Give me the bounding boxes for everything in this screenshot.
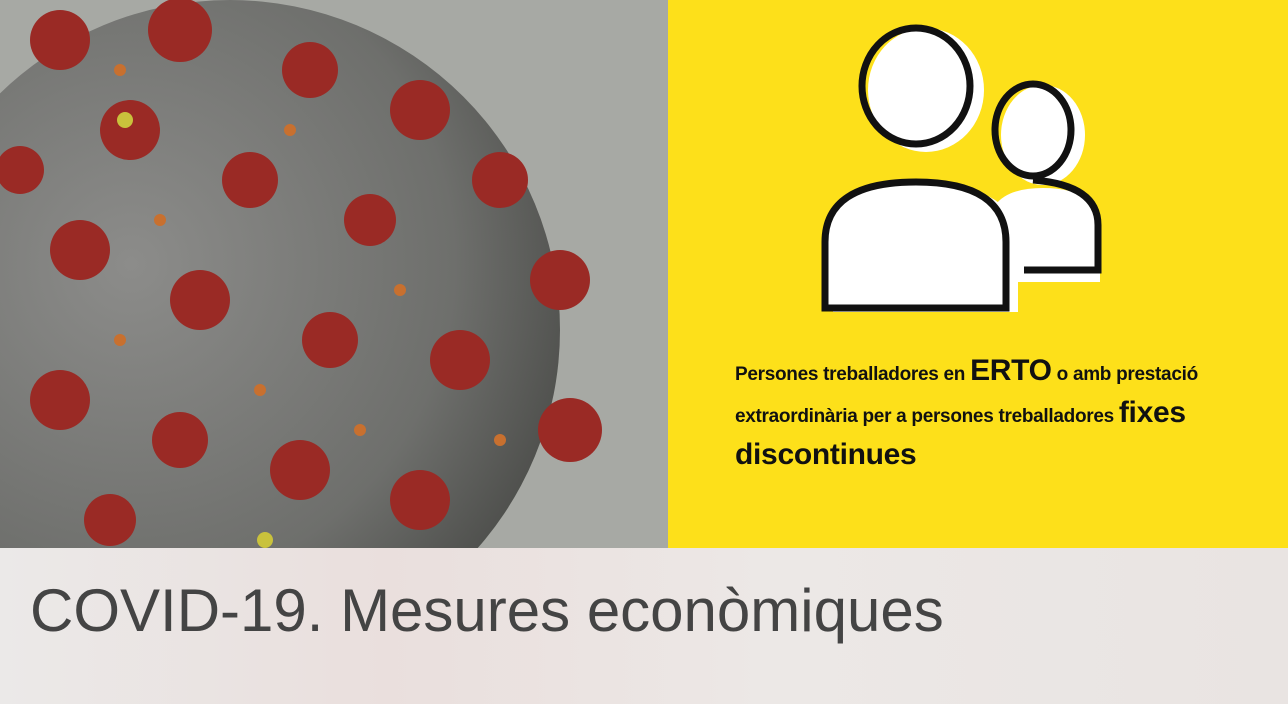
info-panel: Persones treballadores en ERTO o amb pre… bbox=[668, 0, 1288, 548]
description-emphasis: ERTO bbox=[970, 354, 1052, 387]
description-text: Persones treballadores en bbox=[735, 364, 970, 385]
description: Persones treballadores en ERTO o amb pre… bbox=[735, 352, 1245, 478]
people-icon bbox=[788, 20, 1168, 320]
virus-image bbox=[0, 0, 668, 548]
page: Persones treballadores en ERTO o amb pre… bbox=[0, 0, 1288, 704]
title-band: COVID-19. Mesures econòmiques bbox=[0, 548, 1288, 704]
title: COVID-19. Mesures econòmiques bbox=[30, 576, 944, 645]
